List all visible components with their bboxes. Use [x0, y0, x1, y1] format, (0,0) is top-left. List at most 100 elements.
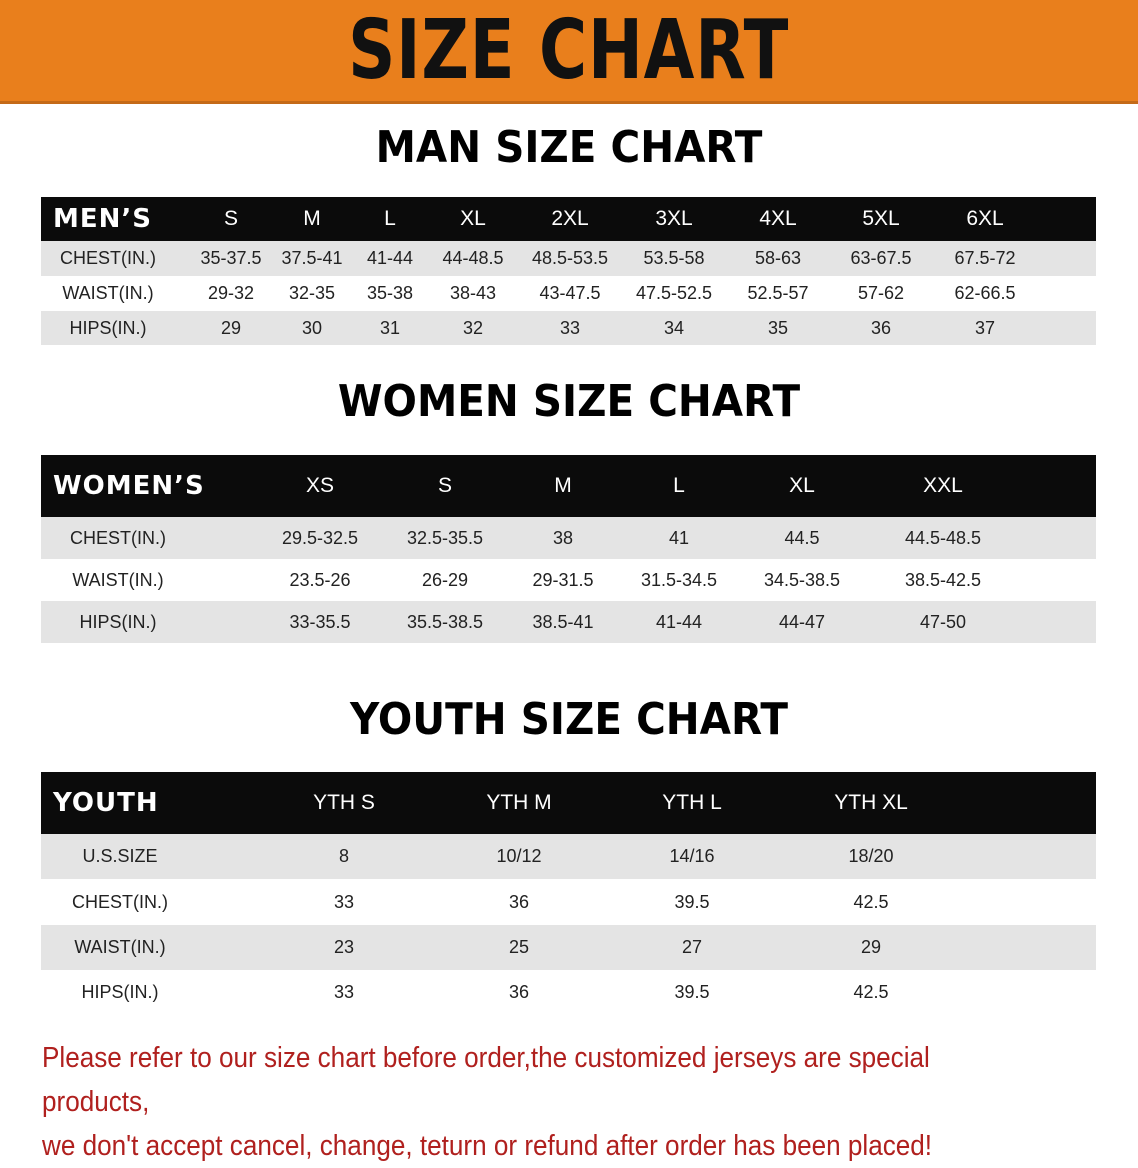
table-cell: 39.5 — [674, 982, 710, 1002]
header-row: WOMEN’S XS S M L XL XXL — [41, 455, 1096, 517]
row-label: CHEST(IN.) — [60, 248, 156, 268]
size-header: 3XL — [655, 207, 693, 230]
size-header: L — [384, 207, 396, 230]
table-cell: 44.5 — [784, 527, 820, 548]
table-cell: 32-35 — [288, 283, 336, 303]
table-cell: 53.5-58 — [643, 248, 705, 268]
order-notice: Please refer to our size chart before or… — [42, 1036, 1005, 1168]
header-row: YOUTH YTH S YTH M YTH L YTH XL — [41, 772, 1096, 834]
row-label: CHEST(IN.) — [70, 527, 166, 548]
table-row: WAIST(IN.) 23.5-26 26-29 29-31.5 31.5-34.5 34… — [41, 559, 1096, 601]
table-cell: 35-37.5 — [200, 248, 262, 268]
size-header: S — [223, 207, 239, 230]
table-cell: 29 — [220, 317, 242, 338]
men-size-table: MEN’S S M L XL 2XL 3XL 4XL 5XL 6XL CHEST(IN.) 35-37… — [41, 197, 1096, 345]
size-header: L — [673, 474, 685, 497]
table-cell: 35 — [767, 317, 789, 338]
table-cell: 47-50 — [919, 611, 967, 632]
notice-line: we don't accept cancel, change, teturn o… — [42, 1130, 933, 1162]
table-cell: 41 — [668, 527, 690, 548]
size-header: YTH S — [313, 791, 375, 814]
size-header: YTH L — [662, 791, 722, 814]
table-cell: 47.5-52.5 — [635, 283, 713, 303]
table-row: U.S.SIZE 8 10/12 14/16 18/20 — [41, 834, 1096, 879]
table-cell: 23.5-26 — [289, 569, 351, 590]
table-cell: 18/20 — [848, 846, 894, 866]
table-cell: 62-66.5 — [954, 283, 1016, 303]
table-cell: 29.5-32.5 — [281, 527, 359, 548]
table-cell: 36 — [870, 317, 892, 338]
table-cell: 48.5-53.5 — [531, 248, 609, 268]
table-cell: 31.5-34.5 — [640, 569, 718, 590]
table-cell: 42.5 — [853, 982, 889, 1002]
table-cell: 33 — [333, 891, 355, 912]
row-label: WAIST(IN.) — [74, 937, 166, 957]
size-header: 6XL — [966, 207, 1004, 230]
table-cell: 30 — [301, 317, 323, 338]
table-cell: 33 — [333, 982, 355, 1002]
table-cell: 26-29 — [421, 569, 469, 590]
table-row: WAIST(IN.) 23 25 27 29 — [41, 925, 1096, 970]
row-label: WAIST(IN.) — [62, 283, 154, 303]
table-cell: 44.5-48.5 — [904, 527, 982, 548]
table-cell: 38.5-41 — [532, 611, 594, 632]
table-row: HIPS(IN.) 33-35.5 35.5-38.5 38.5-41 41-44 44-… — [41, 601, 1096, 643]
table-cell: 37.5-41 — [281, 248, 343, 268]
table-cell: 41-44 — [655, 611, 703, 632]
table-row: CHEST(IN.) 35-37.5 37.5-41 41-44 44-48.5 48.5… — [41, 241, 1096, 276]
table-cell: 43-47.5 — [539, 283, 601, 303]
table-label: MEN’S — [53, 204, 152, 234]
table-row: CHEST(IN.) 33 36 39.5 42.5 — [41, 879, 1096, 925]
table-cell: 52.5-57 — [747, 283, 809, 303]
table-cell: 58-63 — [754, 248, 802, 268]
table-cell: 29-31.5 — [532, 569, 594, 590]
row-label: HIPS(IN.) — [69, 317, 147, 338]
table-cell: 41-44 — [366, 248, 414, 268]
page-title: SIZE CHART — [348, 3, 790, 98]
table-cell: 42.5 — [853, 891, 889, 912]
table-cell: 27 — [681, 937, 703, 957]
table-cell: 10/12 — [496, 846, 542, 866]
table-cell: 57-62 — [857, 283, 905, 303]
size-header: YTH M — [486, 791, 552, 814]
table-cell: 8 — [338, 846, 350, 866]
size-header: XXL — [923, 474, 963, 497]
row-label: HIPS(IN.) — [79, 611, 157, 632]
table-cell: 38-43 — [449, 283, 497, 303]
table-cell: 33 — [559, 317, 581, 338]
row-label: U.S.SIZE — [82, 846, 158, 866]
table-cell: 34 — [663, 317, 685, 338]
table-cell: 38 — [552, 527, 574, 548]
size-header: XS — [305, 474, 335, 497]
size-header: 4XL — [759, 207, 797, 230]
youth-size-table: YOUTH YTH S YTH M YTH L YTH XL U.S.SIZE 8 10/12… — [41, 772, 1096, 1015]
table-cell: 29 — [860, 937, 882, 957]
table-cell: 34.5-38.5 — [763, 569, 841, 590]
table-cell: 67.5-72 — [954, 248, 1016, 268]
women-size-table: WOMEN’S XS S M L XL XXL CHEST(IN.) 29.5-32.5 32.5… — [41, 455, 1096, 643]
table-row: CHEST(IN.) 29.5-32.5 32.5-35.5 38 41 44.5 44.5… — [41, 517, 1096, 559]
size-header: 2XL — [551, 207, 589, 230]
table-cell: 31 — [379, 317, 401, 338]
size-header: 5XL — [862, 207, 900, 230]
header-row: MEN’S S M L XL 2XL 3XL 4XL 5XL 6XL — [41, 197, 1096, 241]
table-row: HIPS(IN.) 33 36 39.5 42.5 — [41, 970, 1096, 1015]
size-header: YTH XL — [834, 791, 908, 814]
table-cell: 32.5-35.5 — [406, 527, 484, 548]
table-cell: 39.5 — [674, 891, 710, 912]
table-row: HIPS(IN.) 29 30 31 32 33 34 35 36 37 — [41, 311, 1096, 345]
size-header: M — [554, 474, 572, 497]
title-banner: SIZE CHART — [0, 0, 1138, 104]
table-cell: 44-47 — [778, 611, 826, 632]
notice-line: Please refer to our size chart before or… — [42, 1042, 930, 1118]
size-header: XL — [460, 207, 486, 230]
table-cell: 23 — [333, 937, 355, 957]
table-cell: 36 — [508, 891, 530, 912]
table-cell: 25 — [508, 937, 530, 957]
table-cell: 44-48.5 — [442, 248, 504, 268]
row-label: HIPS(IN.) — [81, 982, 159, 1002]
table-row: WAIST(IN.) 29-32 32-35 35-38 38-43 43-47.5 47.… — [41, 276, 1096, 311]
size-header: S — [437, 474, 453, 497]
table-label: YOUTH — [53, 788, 159, 818]
table-label: WOMEN’S — [53, 471, 205, 501]
